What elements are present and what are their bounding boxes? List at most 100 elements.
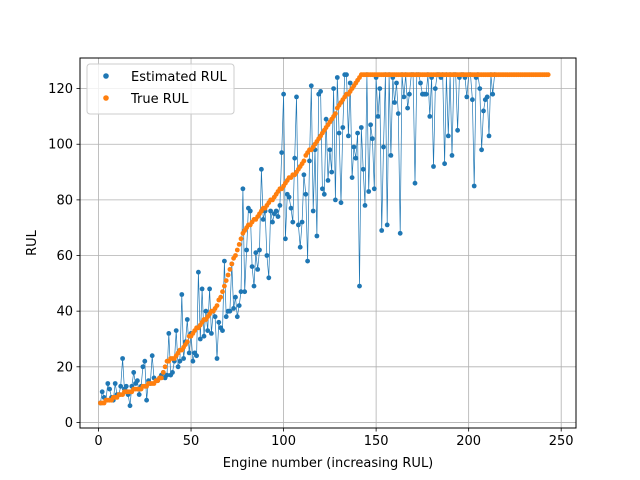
data-point-series-1 bbox=[234, 247, 240, 253]
y-tick-label: 40 bbox=[56, 305, 73, 320]
data-point-series-0 bbox=[199, 286, 205, 292]
data-point-series-0 bbox=[368, 122, 373, 128]
y-tick-label: 120 bbox=[48, 82, 73, 97]
data-point-series-0 bbox=[353, 155, 359, 161]
data-point-series-0 bbox=[471, 183, 477, 189]
data-point-series-0 bbox=[371, 186, 377, 192]
legend-marker-true bbox=[103, 95, 109, 101]
data-point-series-1 bbox=[223, 278, 229, 283]
data-point-series-0 bbox=[179, 292, 185, 297]
y-tick-label: 60 bbox=[56, 249, 73, 264]
data-point-series-0 bbox=[407, 91, 412, 97]
data-point-series-0 bbox=[329, 169, 335, 175]
data-point-series-0 bbox=[292, 155, 298, 161]
legend-label-true: True RUL bbox=[130, 92, 189, 107]
data-point-series-0 bbox=[170, 370, 175, 375]
data-point-series-0 bbox=[142, 358, 148, 364]
data-point-series-0 bbox=[283, 236, 288, 242]
data-point-series-0 bbox=[234, 314, 240, 320]
data-point-series-1 bbox=[218, 294, 224, 300]
data-point-series-0 bbox=[357, 283, 362, 289]
data-point-series-0 bbox=[486, 133, 492, 139]
x-tick-label: 150 bbox=[364, 434, 389, 449]
data-point-series-0 bbox=[231, 306, 237, 311]
data-point-series-0 bbox=[149, 353, 155, 359]
data-point-series-0 bbox=[131, 370, 137, 375]
data-point-series-0 bbox=[366, 189, 372, 194]
data-point-series-0 bbox=[207, 286, 213, 292]
x-tick-label: 250 bbox=[549, 434, 574, 449]
data-point-series-0 bbox=[175, 364, 181, 370]
data-point-series-0 bbox=[259, 166, 264, 172]
data-point-series-0 bbox=[301, 172, 307, 178]
data-point-series-0 bbox=[464, 94, 470, 100]
y-tick-label: 20 bbox=[56, 360, 73, 375]
data-point-series-0 bbox=[209, 331, 214, 336]
data-point-series-0 bbox=[181, 356, 187, 361]
y-tick-label: 100 bbox=[48, 138, 73, 153]
y-tick-label: 0 bbox=[65, 416, 73, 431]
x-tick-label: 0 bbox=[94, 434, 102, 449]
data-point-series-0 bbox=[423, 91, 429, 97]
data-point-series-0 bbox=[331, 86, 336, 91]
data-point-series-0 bbox=[381, 144, 386, 150]
data-point-series-1 bbox=[160, 370, 166, 375]
data-point-series-0 bbox=[412, 180, 418, 186]
data-point-series-0 bbox=[318, 89, 323, 94]
data-point-series-0 bbox=[449, 153, 455, 158]
data-point-series-0 bbox=[445, 133, 451, 139]
data-point-series-0 bbox=[334, 75, 340, 80]
data-point-series-0 bbox=[297, 244, 303, 250]
x-axis-label: Engine number (increasing RUL) bbox=[223, 456, 434, 471]
data-point-series-0 bbox=[251, 283, 257, 289]
data-point-series-0 bbox=[233, 294, 238, 300]
x-tick-label: 200 bbox=[456, 434, 481, 449]
data-point-series-0 bbox=[288, 205, 294, 211]
data-point-series-1 bbox=[233, 253, 238, 258]
data-point-series-0 bbox=[123, 383, 129, 389]
data-point-series-0 bbox=[120, 356, 125, 361]
data-point-series-0 bbox=[431, 164, 436, 169]
data-point-series-0 bbox=[264, 253, 270, 258]
data-point-series-0 bbox=[294, 94, 299, 100]
data-point-series-1 bbox=[225, 272, 231, 278]
data-point-series-0 bbox=[355, 130, 360, 136]
data-point-series-0 bbox=[349, 175, 355, 181]
data-point-series-0 bbox=[220, 328, 225, 333]
data-point-series-0 bbox=[112, 381, 118, 386]
data-point-series-0 bbox=[275, 214, 281, 220]
data-point-series-1 bbox=[545, 72, 551, 78]
data-point-series-0 bbox=[166, 331, 172, 336]
data-point-series-0 bbox=[135, 378, 140, 384]
data-point-series-1 bbox=[238, 236, 244, 242]
data-point-series-0 bbox=[190, 358, 196, 364]
data-point-series-0 bbox=[395, 111, 401, 116]
data-point-series-0 bbox=[144, 397, 150, 403]
data-point-series-0 bbox=[490, 91, 496, 97]
data-point-series-0 bbox=[358, 125, 364, 130]
data-point-series-0 bbox=[244, 247, 250, 253]
data-point-series-0 bbox=[212, 314, 218, 320]
data-point-series-0 bbox=[427, 114, 433, 119]
data-point-series-0 bbox=[214, 356, 220, 361]
data-point-series-0 bbox=[227, 308, 233, 314]
data-point-series-0 bbox=[310, 208, 316, 214]
data-point-series-0 bbox=[308, 83, 314, 89]
data-point-series-0 bbox=[307, 158, 312, 164]
data-point-series-0 bbox=[286, 194, 292, 200]
data-point-series-0 bbox=[197, 336, 203, 342]
data-point-series-1 bbox=[236, 242, 242, 247]
x-tick-label: 100 bbox=[271, 434, 296, 449]
data-point-series-0 bbox=[257, 247, 262, 253]
data-point-series-0 bbox=[127, 403, 133, 409]
data-point-series-0 bbox=[240, 186, 246, 192]
data-point-series-1 bbox=[159, 375, 164, 381]
data-point-series-0 bbox=[397, 230, 403, 236]
data-point-series-0 bbox=[479, 147, 484, 153]
legend: Estimated RUL True RUL bbox=[86, 63, 235, 115]
data-point-series-0 bbox=[401, 94, 407, 100]
legend-marker-estimated bbox=[103, 73, 109, 79]
data-point-series-0 bbox=[177, 358, 183, 364]
data-point-series-0 bbox=[484, 94, 490, 100]
data-point-series-0 bbox=[99, 389, 105, 395]
